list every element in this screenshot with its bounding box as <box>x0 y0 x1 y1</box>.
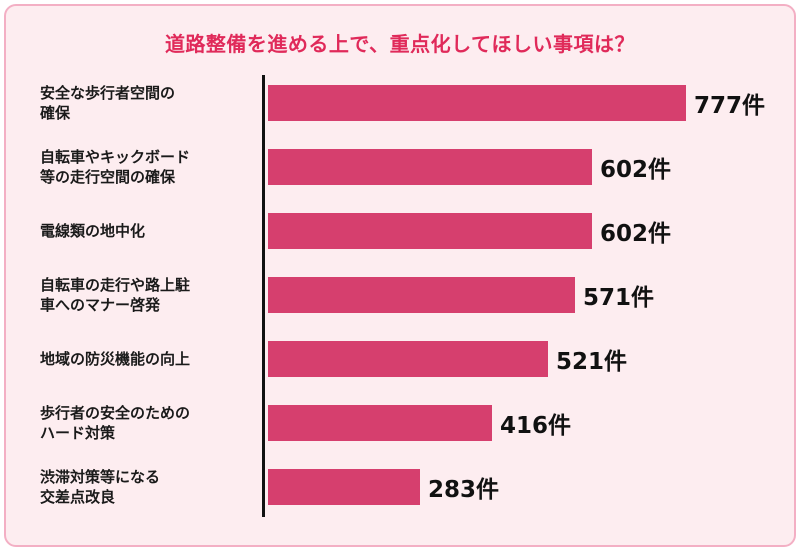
category-label: 歩行者の安全のための ハード対策 <box>40 403 191 442</box>
bar-zone: 602件 <box>265 149 794 185</box>
value-label: 571件 <box>583 285 655 311</box>
bar-chart: 安全な歩行者空間の 確保 777件 自転車やキックボード 等の走行空間の確保 6… <box>6 71 794 523</box>
category-label: 自転車の走行や路上駐 車へのマナー啓発 <box>40 275 191 314</box>
value-label: 521件 <box>556 349 628 375</box>
chart-row: 電線類の地中化 602件 <box>6 199 794 263</box>
category-label: 地域の防災機能の向上 <box>40 349 191 368</box>
category-label: 渋滞対策等になる 交差点改良 <box>40 467 161 506</box>
bar-zone: 521件 <box>265 341 794 377</box>
value-label: 602件 <box>600 221 672 247</box>
bar-zone: 571件 <box>265 277 794 313</box>
bar <box>268 213 592 249</box>
survey-chart-card: 道路整備を進める上で、重点化してほしい事項は？ 安全な歩行者空間の 確保 777… <box>4 4 796 547</box>
chart-row: 自転車の走行や路上駐 車へのマナー啓発 571件 <box>6 263 794 327</box>
bar <box>268 85 686 121</box>
bar-zone: 777件 <box>265 85 794 121</box>
chart-row: 渋滞対策等になる 交差点改良 283件 <box>6 455 794 519</box>
value-label: 777件 <box>694 93 766 119</box>
chart-row: 歩行者の安全のための ハード対策 416件 <box>6 391 794 455</box>
category-label: 自転車やキックボード 等の走行空間の確保 <box>40 147 191 186</box>
value-label: 602件 <box>600 157 672 183</box>
y-axis-line <box>262 75 265 517</box>
bar <box>268 405 492 441</box>
chart-row: 自転車やキックボード 等の走行空間の確保 602件 <box>6 135 794 199</box>
bar-rows: 安全な歩行者空間の 確保 777件 自転車やキックボード 等の走行空間の確保 6… <box>6 71 794 519</box>
value-label: 283件 <box>428 477 500 503</box>
category-label: 安全な歩行者空間の 確保 <box>40 83 176 122</box>
bar <box>268 341 548 377</box>
bar-zone: 416件 <box>265 405 794 441</box>
category-label: 電線類の地中化 <box>40 221 146 240</box>
bar-zone: 602件 <box>265 213 794 249</box>
bar <box>268 277 575 313</box>
chart-row: 安全な歩行者空間の 確保 777件 <box>6 71 794 135</box>
value-label: 416件 <box>500 413 572 439</box>
bar <box>268 469 420 505</box>
bar <box>268 149 592 185</box>
bar-zone: 283件 <box>265 469 794 505</box>
chart-title: 道路整備を進める上で、重点化してほしい事項は？ <box>164 32 636 56</box>
chart-row: 地域の防災機能の向上 521件 <box>6 327 794 391</box>
